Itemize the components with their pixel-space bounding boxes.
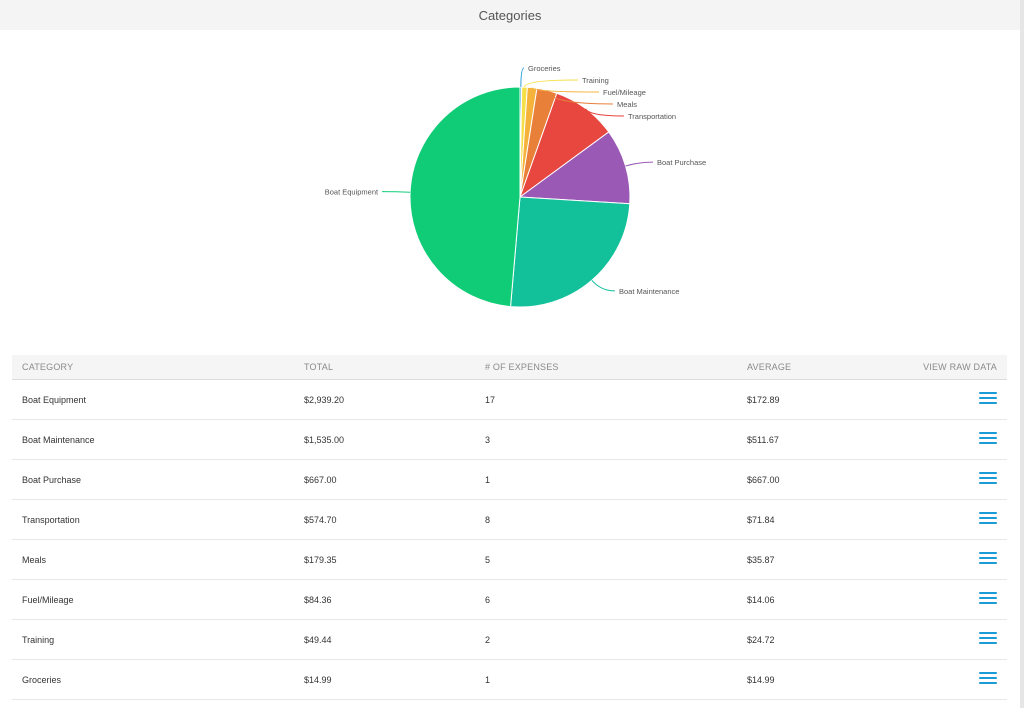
table-row: Groceries $14.99 1 $14.99 [12, 660, 1007, 700]
pie-label: Boat Equipment [325, 188, 379, 197]
table-row: Boat Equipment $2,939.20 17 $172.89 [12, 380, 1007, 420]
pie-leader-line [531, 87, 600, 93]
pie-label: Meals [617, 100, 637, 109]
view-raw-data-icon[interactable] [979, 552, 997, 566]
categories-table: CATEGORY TOTAL # OF EXPENSES AVERAGE VIE… [12, 355, 1007, 700]
pie-leader-line [524, 79, 579, 88]
view-raw-data-icon[interactable] [979, 432, 997, 446]
pie-slice-boat-maintenance[interactable] [509, 196, 631, 308]
cell-category: Groceries [22, 674, 62, 685]
cell-category: Boat Equipment [22, 394, 87, 405]
panel-title: Categories [478, 7, 542, 23]
cell-count: 5 [485, 554, 491, 565]
table-row: Boat Purchase $667.00 1 $667.00 [12, 460, 1007, 500]
cell-average: $14.06 [747, 594, 775, 605]
pie-label: Fuel/Mileage [603, 88, 646, 97]
cell-count: 3 [485, 434, 491, 445]
cell-count: 8 [485, 514, 491, 525]
pie-leader-line [520, 67, 525, 88]
table-row: Meals $179.35 5 $35.87 [12, 540, 1007, 580]
cell-count: 6 [485, 594, 491, 605]
header-average[interactable]: AVERAGE [747, 362, 792, 372]
cell-category: Boat Purchase [22, 474, 82, 485]
pie-leader-line [585, 108, 625, 117]
view-raw-data-icon[interactable] [979, 392, 997, 406]
cell-average: $14.99 [747, 674, 775, 685]
table-row: Fuel/Mileage $84.36 6 $14.06 [12, 580, 1007, 620]
pie-label: Groceries [528, 64, 561, 73]
view-raw-data-icon[interactable] [979, 472, 997, 486]
pie-label: Boat Maintenance [619, 287, 679, 296]
cell-average: $511.67 [747, 434, 779, 445]
pie-label: Transportation [628, 112, 676, 121]
cell-total: $667.00 [304, 474, 337, 485]
view-raw-data-icon[interactable] [979, 672, 997, 686]
cell-count: 1 [485, 674, 491, 685]
cell-category: Meals [22, 554, 47, 565]
header-count[interactable]: # OF EXPENSES [485, 362, 559, 372]
cell-category: Boat Maintenance [22, 434, 95, 445]
cell-category: Transportation [22, 514, 80, 525]
table-row: Training $49.44 2 $24.72 [12, 620, 1007, 660]
header-view-raw-data: VIEW RAW DATA [923, 362, 997, 372]
header-total[interactable]: TOTAL [304, 362, 334, 372]
cell-count: 17 [485, 394, 496, 405]
pie-label: Boat Purchase [657, 158, 706, 167]
pie-slice-boat-purchase[interactable] [518, 131, 631, 205]
cell-total: $179.35 [304, 554, 337, 565]
cell-category: Training [22, 634, 55, 645]
cell-total: $14.99 [304, 674, 332, 685]
view-raw-data-icon[interactable] [979, 512, 997, 526]
panel-header: Categories [0, 0, 1020, 30]
cell-count: 2 [485, 634, 491, 645]
pie-leader-line [591, 279, 615, 292]
cell-total: $1,535.00 [304, 434, 345, 445]
cell-average: $71.84 [747, 514, 775, 525]
pie-leader-line [382, 191, 411, 193]
cell-total: $574.70 [304, 514, 337, 525]
cell-count: 1 [485, 474, 491, 485]
pie-label: Training [582, 76, 609, 85]
pie-slice-boat-equipment[interactable] [409, 86, 521, 308]
categories-pie-chart: Groceries Training Fuel/Mileage Meals Transp… [325, 64, 706, 308]
cell-average: $172.89 [747, 394, 780, 405]
cell-category: Fuel/Mileage [22, 594, 74, 605]
cell-average: $35.87 [747, 554, 775, 565]
cell-average: $667.00 [747, 474, 780, 485]
cell-total: $49.44 [304, 634, 332, 645]
table-row: Boat Maintenance $1,535.00 3 $511.67 [12, 420, 1007, 460]
cell-total: $84.36 [304, 594, 332, 605]
scrollbar-track[interactable] [1020, 0, 1024, 708]
view-raw-data-icon[interactable] [979, 632, 997, 646]
pie-leader-line [625, 161, 653, 167]
cell-average: $24.72 [747, 634, 775, 645]
view-raw-data-icon[interactable] [979, 592, 997, 606]
table-row: Transportation $574.70 8 $71.84 [12, 500, 1007, 540]
table-header: CATEGORY TOTAL # OF EXPENSES AVERAGE VIE… [12, 355, 1007, 380]
header-category[interactable]: CATEGORY [22, 362, 74, 372]
cell-total: $2,939.20 [304, 394, 345, 405]
pie-leader-line [546, 90, 614, 105]
